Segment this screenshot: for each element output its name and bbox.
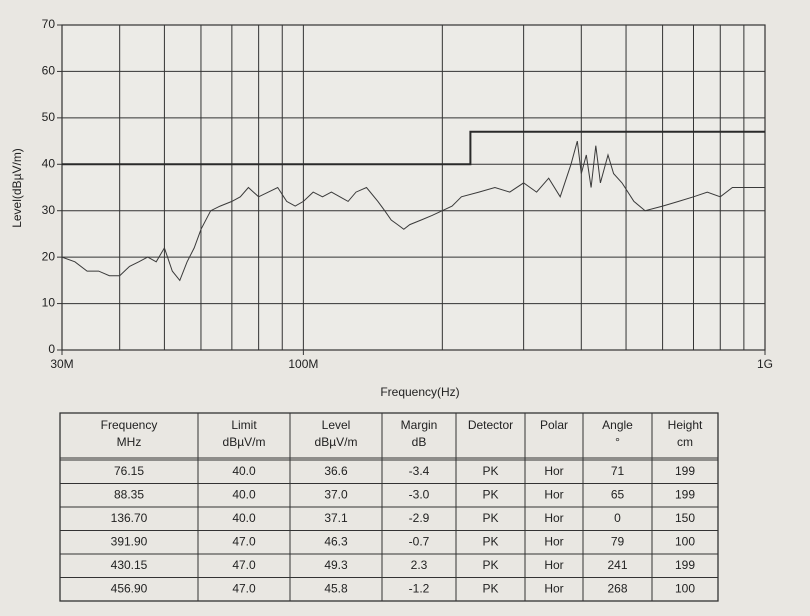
table-cell: 46.3 xyxy=(324,534,348,548)
y-tick-label: 10 xyxy=(42,296,56,310)
table-cell: 430.15 xyxy=(111,558,148,572)
table-cell: PK xyxy=(482,534,498,548)
table-cell: 45.8 xyxy=(324,581,348,595)
table-cell: 100 xyxy=(675,534,695,548)
table-header: dBµV/m xyxy=(315,435,358,449)
table-cell: 199 xyxy=(675,487,695,501)
table-cell: 0 xyxy=(614,511,621,525)
table-cell: Hor xyxy=(544,558,563,572)
table-cell: 456.90 xyxy=(111,581,148,595)
table-header: Margin xyxy=(401,418,438,432)
table-cell: 136.70 xyxy=(111,511,148,525)
table-cell: 36.6 xyxy=(324,464,348,478)
table-cell: Hor xyxy=(544,487,563,501)
table-cell: -0.7 xyxy=(409,534,430,548)
table-cell: 37.1 xyxy=(324,511,348,525)
x-axis-label: Frequency(Hz) xyxy=(380,385,459,399)
table-cell: 65 xyxy=(611,487,625,501)
table-cell: Hor xyxy=(544,511,563,525)
x-tick-label: 1G xyxy=(757,357,773,371)
table-cell: 79 xyxy=(611,534,625,548)
series-line xyxy=(61,140,765,282)
table-cell: Hor xyxy=(544,581,563,595)
y-tick-label: 0 xyxy=(48,342,55,356)
table-cell: 100 xyxy=(675,581,695,595)
table-cell: PK xyxy=(482,464,498,478)
table-cell: 199 xyxy=(675,464,695,478)
table-cell: 47.0 xyxy=(232,534,256,548)
table-cell: 37.0 xyxy=(324,487,348,501)
table-cell: 40.0 xyxy=(232,464,256,478)
table-cell: 268 xyxy=(607,581,627,595)
y-tick-label: 30 xyxy=(42,203,56,217)
table-header: Detector xyxy=(468,418,513,432)
y-tick-label: 70 xyxy=(42,17,56,31)
table-cell: 71 xyxy=(611,464,625,478)
x-tick-label: 30M xyxy=(50,357,73,371)
y-tick-label: 40 xyxy=(42,156,56,170)
y-tick-label: 20 xyxy=(42,249,56,263)
table-header: Height xyxy=(668,418,703,432)
table-cell: 391.90 xyxy=(111,534,148,548)
table-header: Frequency xyxy=(101,418,158,432)
y-tick-label: 60 xyxy=(42,64,56,78)
table-cell: 2.3 xyxy=(411,558,428,572)
table-header: Angle xyxy=(602,418,633,432)
table-header: dBµV/m xyxy=(223,435,266,449)
table-cell: -3.4 xyxy=(409,464,430,478)
y-axis-label: Level(dBµV/m) xyxy=(10,148,24,228)
table-cell: PK xyxy=(482,487,498,501)
table-cell: 49.3 xyxy=(324,558,348,572)
table-cell: -1.2 xyxy=(409,581,430,595)
table-header: Polar xyxy=(540,418,568,432)
table-header: ° xyxy=(615,435,620,449)
table-cell: PK xyxy=(482,558,498,572)
table-cell: PK xyxy=(482,511,498,525)
table-cell: 47.0 xyxy=(232,558,256,572)
table-header: dB xyxy=(412,435,427,449)
table-cell: 199 xyxy=(675,558,695,572)
table-cell: Hor xyxy=(544,534,563,548)
table-cell: Hor xyxy=(544,464,563,478)
table-cell: 241 xyxy=(607,558,627,572)
table-cell: 88.35 xyxy=(114,487,144,501)
table-cell: 40.0 xyxy=(232,511,256,525)
table-header: Level xyxy=(322,418,351,432)
table-header: Limit xyxy=(231,418,257,432)
y-tick-label: 50 xyxy=(42,110,56,124)
table-cell: 47.0 xyxy=(232,581,256,595)
table-cell: 150 xyxy=(675,511,695,525)
x-tick-label: 100M xyxy=(288,357,318,371)
table-header: cm xyxy=(677,435,693,449)
table-cell: 40.0 xyxy=(232,487,256,501)
plot-area xyxy=(61,24,766,351)
table-cell: PK xyxy=(482,581,498,595)
series-line xyxy=(62,130,765,166)
table-header: MHz xyxy=(117,435,142,449)
table-cell: -2.9 xyxy=(409,511,430,525)
table-cell: -3.0 xyxy=(409,487,430,501)
table-cell: 76.15 xyxy=(114,464,144,478)
